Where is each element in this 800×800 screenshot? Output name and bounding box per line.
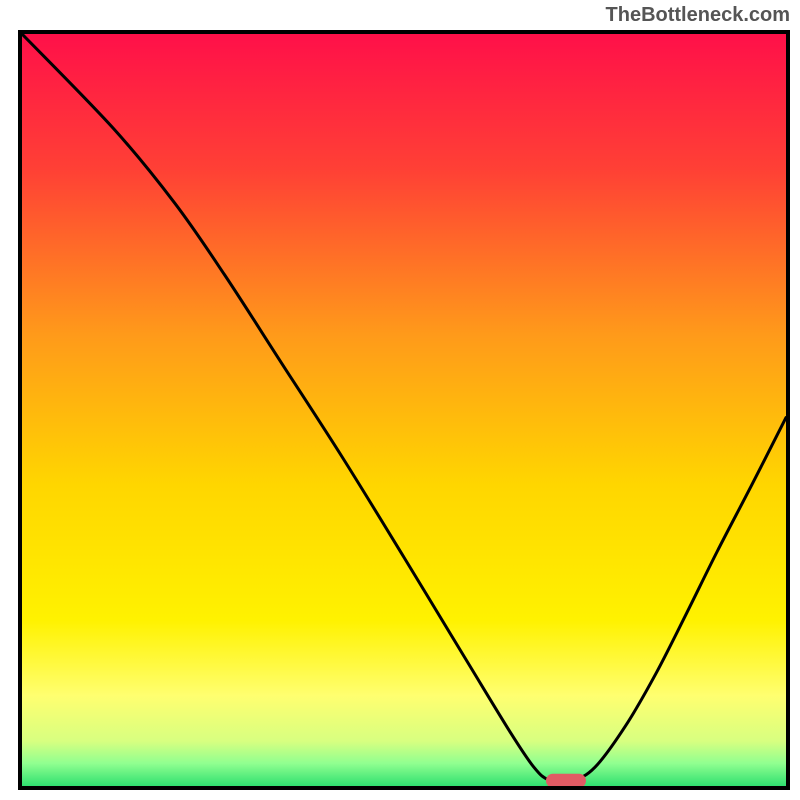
bottleneck-curve-chart [22, 34, 786, 786]
gradient-background [22, 34, 786, 786]
chart-container: TheBottleneck.com [0, 0, 800, 800]
watermark-text: TheBottleneck.com [606, 4, 790, 27]
plot-area [18, 30, 790, 790]
optimum-marker [546, 774, 586, 786]
